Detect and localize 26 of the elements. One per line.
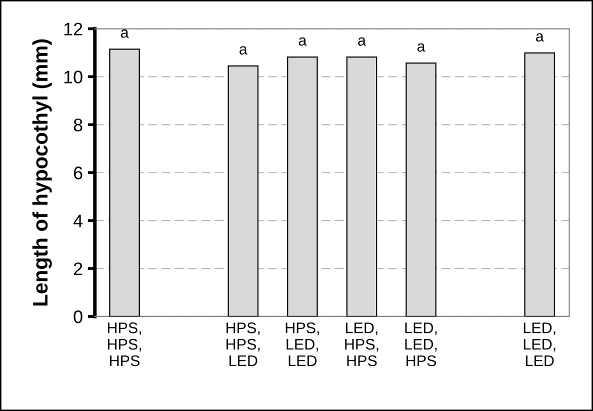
bar <box>346 56 378 316</box>
annotation: a <box>417 43 426 52</box>
y-tick-label: 8 <box>74 118 82 132</box>
y-tick-label: 12 <box>64 22 82 36</box>
y-axis-title: Length of hypocothyl (mm) <box>32 39 52 306</box>
bar <box>524 52 556 316</box>
annotation: a <box>240 46 248 55</box>
bar <box>109 48 140 316</box>
x-tick-label: HPS, HPS, HPS <box>108 322 141 366</box>
annotation: a <box>298 37 307 46</box>
x-tick-label: LED, HPS, HPS <box>345 322 378 366</box>
annotation: a <box>358 37 366 46</box>
y-tick-label: 6 <box>74 166 82 180</box>
y-tick-label: 10 <box>64 70 82 84</box>
bar <box>228 65 259 316</box>
x-tick-label: LED, LED, HPS <box>405 322 437 366</box>
bar <box>287 56 318 316</box>
annotation: a <box>536 33 544 42</box>
y-tick-label: 0 <box>74 310 82 324</box>
bar <box>406 62 436 316</box>
annotation: a <box>120 29 129 38</box>
x-tick-label: LED, LED, LED <box>524 322 556 366</box>
y-tick-label: 2 <box>74 262 82 276</box>
y-tick-label: 4 <box>73 214 83 228</box>
x-tick-label: HPS, LED, LED <box>286 322 319 366</box>
x-tick-label: HPS, HPS, LED <box>226 322 260 366</box>
